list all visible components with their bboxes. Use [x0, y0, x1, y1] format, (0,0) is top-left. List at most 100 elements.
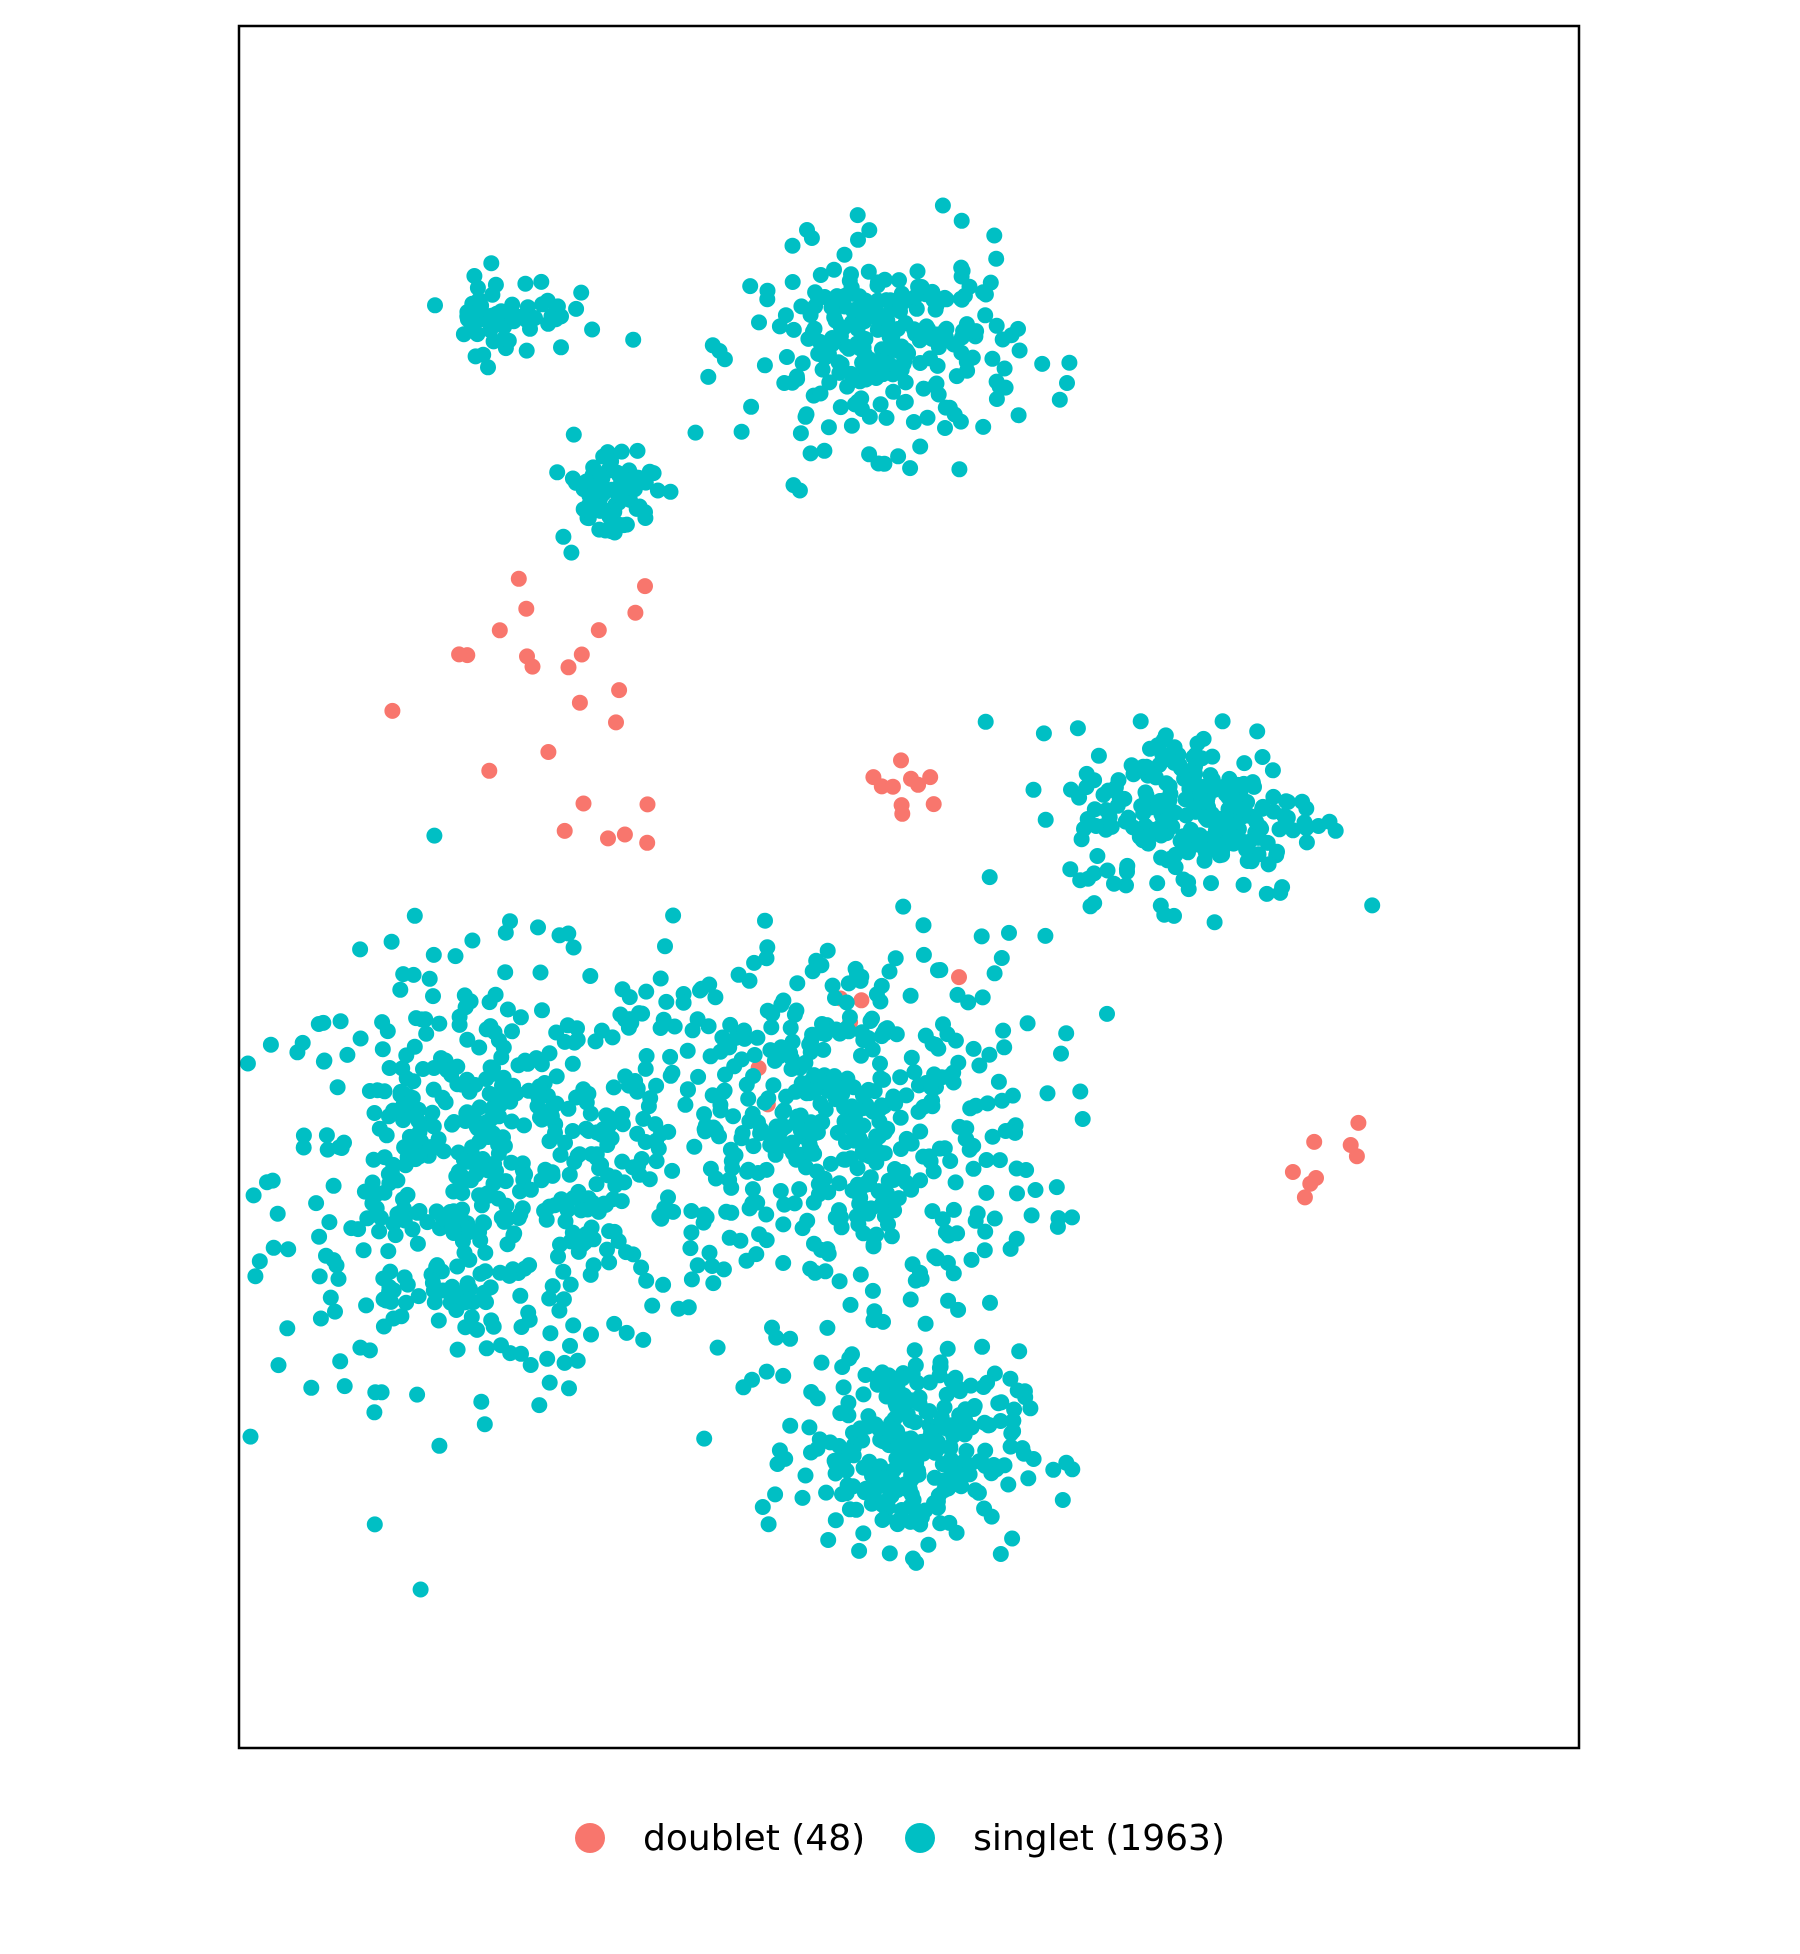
singlet-point: [733, 423, 750, 440]
singlet-point: [591, 521, 608, 538]
doublet-point: [893, 797, 910, 814]
singlet-point: [995, 1022, 1012, 1039]
singlet-point: [783, 1061, 800, 1077]
singlet-point: [467, 1166, 484, 1183]
singlet-point: [736, 1022, 752, 1039]
singlet-point: [482, 1059, 499, 1076]
singlet-point: [849, 1160, 866, 1177]
singlet-point: [496, 330, 512, 347]
singlet-point: [793, 1075, 810, 1092]
singlet-point: [816, 442, 833, 459]
singlet-point: [533, 1056, 550, 1073]
singlet-point: [742, 278, 759, 295]
singlet-point: [369, 1082, 386, 1099]
singlet-point: [665, 907, 682, 924]
singlet-point: [478, 1340, 495, 1357]
singlet-point: [1010, 320, 1026, 337]
singlet-point: [709, 1339, 726, 1356]
singlet-point: [791, 1181, 808, 1198]
singlet-point: [910, 1077, 927, 1094]
doublet-point: [608, 714, 624, 731]
legend-entry-doublet: doublet (48): [575, 1818, 865, 1859]
doublet-point: [481, 762, 498, 779]
singlet-point: [658, 993, 675, 1010]
singlet-point: [644, 1297, 661, 1314]
singlet-point: [902, 1291, 919, 1308]
singlet-point: [640, 1098, 657, 1115]
singlet-point: [908, 1554, 925, 1571]
singlet-point: [800, 330, 817, 347]
singlet-point: [561, 1380, 577, 1397]
singlet-point: [775, 1367, 792, 1384]
singlet-point: [1025, 781, 1042, 798]
singlet-point: [269, 1205, 286, 1222]
doublet-point: [590, 622, 607, 639]
singlet-point: [822, 1155, 839, 1172]
singlet-point: [1010, 407, 1027, 424]
singlet-point: [677, 1096, 694, 1113]
singlet-point: [464, 932, 481, 949]
singlet-point: [769, 1456, 786, 1472]
singlet-point: [429, 1257, 446, 1274]
singlet-point: [405, 966, 422, 983]
singlet-point: [983, 1508, 1000, 1525]
doublet-point: [560, 659, 577, 676]
singlet-point: [700, 1018, 717, 1035]
singlet-point: [963, 1251, 980, 1268]
singlet-point: [880, 1172, 897, 1189]
singlet-point: [875, 1071, 892, 1088]
singlet-point: [359, 1210, 376, 1227]
singlet-point: [832, 318, 849, 335]
singlet-point: [472, 301, 489, 318]
singlet-point: [601, 508, 618, 525]
singlet-point: [635, 1331, 652, 1348]
singlet-point: [280, 1241, 297, 1258]
singlet-point: [521, 1257, 538, 1274]
singlet-point: [582, 968, 599, 984]
singlet-point: [1172, 760, 1189, 777]
singlet-point: [534, 1002, 550, 1019]
singlet-point: [819, 942, 836, 959]
singlet-point: [494, 1077, 510, 1094]
singlet-point: [962, 1100, 979, 1117]
singlet-point: [902, 1449, 919, 1466]
doublet-point: [639, 834, 656, 851]
singlet-point: [449, 1258, 466, 1275]
singlet-point: [530, 919, 546, 936]
doublet-point: [451, 646, 468, 663]
singlet-point: [947, 1174, 964, 1191]
singlet-point: [754, 1499, 771, 1515]
singlet-point: [973, 928, 990, 945]
singlet-point: [803, 1384, 820, 1400]
singlet-point: [573, 284, 590, 301]
singlet-point: [832, 1405, 849, 1422]
singlet-point: [942, 1440, 959, 1457]
singlet-point: [700, 368, 717, 385]
singlet-point: [842, 1296, 859, 1313]
singlet-point: [599, 1137, 616, 1153]
singlet-point: [753, 1121, 769, 1138]
singlet-point: [749, 1029, 766, 1046]
singlet-point: [924, 1203, 941, 1220]
singlet-point: [993, 950, 1010, 966]
singlet-point: [471, 1099, 488, 1116]
singlet-point: [431, 1015, 448, 1032]
singlet-point: [843, 365, 860, 382]
singlet-point: [838, 1134, 854, 1151]
singlet-point: [1203, 875, 1219, 892]
singlet-point: [1206, 914, 1223, 931]
singlet-point: [1243, 853, 1260, 870]
singlet-point: [1269, 843, 1285, 860]
singlet-point: [1074, 1111, 1091, 1127]
singlet-point: [583, 1326, 599, 1343]
singlet-point: [1162, 850, 1179, 867]
singlet-point: [555, 1263, 572, 1280]
singlet-point: [648, 1153, 665, 1170]
singlet-point: [903, 1049, 920, 1066]
singlet-point: [666, 1018, 683, 1035]
singlet-point: [366, 1404, 383, 1421]
singlet-point: [1002, 1370, 1019, 1387]
singlet-point: [471, 1224, 488, 1241]
singlet-point: [945, 1265, 962, 1282]
